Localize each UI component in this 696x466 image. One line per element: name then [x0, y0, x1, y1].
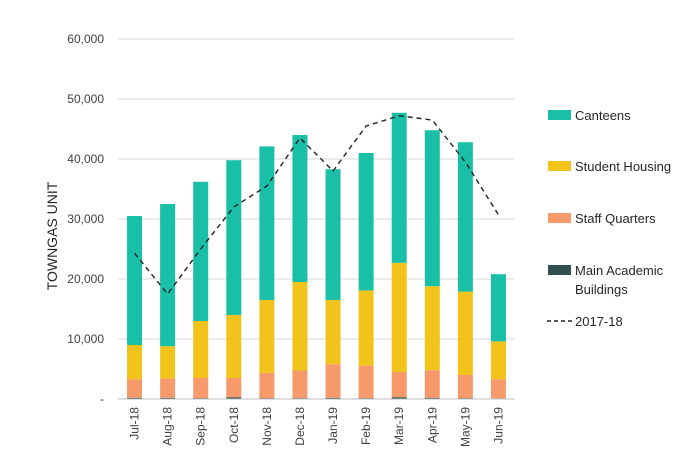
legend-swatch — [548, 110, 571, 120]
legend-label: 2017-18 — [575, 314, 623, 329]
bar-segment — [358, 290, 374, 366]
y-tick-label: 10,000 — [67, 332, 104, 346]
bar-segment — [226, 160, 242, 315]
bar-segment — [457, 142, 473, 292]
x-tick-label: Dec-18 — [293, 407, 307, 446]
y-tick-label: 40,000 — [67, 152, 104, 166]
bar-segment — [193, 321, 209, 378]
legend-label: Staff Quarters — [575, 211, 656, 226]
bar-segment — [391, 112, 407, 263]
bar-segment — [160, 397, 176, 399]
comparison-line — [133, 115, 500, 296]
x-tick-label: Oct-18 — [227, 407, 241, 443]
bars — [127, 112, 506, 399]
bar-segment — [160, 346, 176, 379]
bar-segment — [160, 378, 176, 398]
bar-segment — [490, 341, 506, 380]
bar-segment — [490, 274, 506, 342]
bar-segment — [292, 370, 308, 399]
bar-segment — [127, 216, 143, 345]
bar-segment — [457, 375, 473, 399]
legend-label: Student Housing — [575, 159, 671, 174]
x-tick-label: Aug-18 — [161, 407, 175, 446]
bar-segment — [127, 345, 143, 380]
x-tick-label: Mar-19 — [392, 407, 406, 445]
bar-segment — [193, 181, 209, 321]
legend: Canteens Student Housing Staff Quarters Mai… — [547, 108, 671, 329]
y-tick-label: 30,000 — [67, 212, 104, 226]
legend-label: Canteens — [575, 108, 631, 123]
y-tick-label: 60,000 — [67, 32, 104, 46]
x-tick-label: Jun-19 — [491, 407, 505, 444]
y-axis-label: TOWNGAS UNIT — [44, 181, 60, 290]
bar-segment — [259, 300, 275, 373]
bar-segment — [193, 378, 209, 399]
bar-segment — [292, 135, 308, 282]
bar-segment — [259, 372, 275, 399]
bar-segment — [358, 153, 374, 291]
bar-segment — [325, 397, 341, 399]
bar-segment — [160, 204, 176, 347]
bar-segment — [226, 315, 242, 378]
bar-segment — [325, 169, 341, 300]
y-tick-label: 20,000 — [67, 272, 104, 286]
y-tick-label: 50,000 — [67, 92, 104, 106]
bar-segment — [424, 370, 440, 398]
x-tick-label: Feb-19 — [359, 407, 373, 445]
bar-segment — [391, 372, 407, 398]
bar-segment — [259, 146, 275, 300]
bar-segment — [226, 397, 242, 399]
bar-segment — [391, 397, 407, 399]
legend-swatch — [548, 213, 571, 223]
bar-segment — [457, 291, 473, 375]
y-axis-ticks: - 10,000 20,000 30,000 40,000 50,000 60,000 — [67, 32, 104, 406]
x-tick-label: Jul-18 — [128, 407, 142, 440]
bar-segment — [292, 282, 308, 371]
bar-segment — [391, 262, 407, 372]
y-tick-label: - — [100, 392, 104, 406]
bar-segment — [424, 130, 440, 287]
bar-segment — [325, 364, 341, 398]
x-tick-label: Nov-18 — [260, 407, 274, 446]
line-2017-18 — [133, 115, 500, 296]
legend-label: Main Academic Buildings — [575, 263, 664, 297]
x-axis-ticks: Jul-18 Aug-18 Sep-18 Oct-18 Nov-18 Dec-18 Jan-… — [128, 407, 506, 447]
bar-segment — [424, 286, 440, 371]
gridlines — [118, 38, 515, 340]
bar-segment — [358, 365, 374, 399]
x-tick-label: May-19 — [458, 407, 472, 447]
x-tick-label: Jan-19 — [326, 407, 340, 444]
bar-segment — [490, 379, 506, 399]
bar-segment — [424, 397, 440, 399]
bar-segment — [127, 379, 143, 398]
x-tick-label: Apr-19 — [425, 407, 439, 443]
bar-segment — [127, 397, 143, 399]
bar-segment — [325, 300, 341, 365]
bar-segment — [226, 378, 242, 398]
legend-swatch — [548, 265, 571, 275]
x-tick-label: Sep-18 — [194, 407, 208, 446]
legend-swatch — [548, 161, 571, 171]
